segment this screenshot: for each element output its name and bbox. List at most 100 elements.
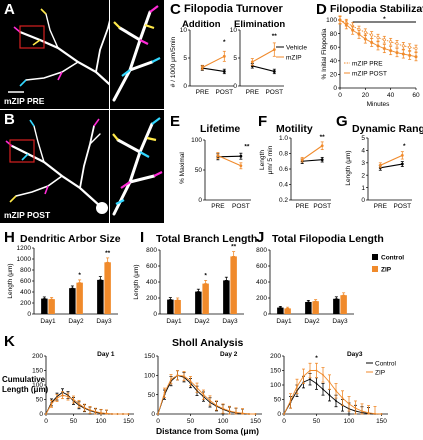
chart-k-1-line-0 <box>45 391 129 415</box>
chart-k-3-point-1-14 <box>374 412 376 415</box>
chart-k-2-point-1-2 <box>170 378 172 381</box>
chart-k-3-point-0-7 <box>328 394 331 397</box>
chart-f-ytick-label-4: 1.0 <box>279 135 288 142</box>
chart-d-point-1-2 <box>351 28 355 32</box>
chart-g-point-1-1 <box>400 153 404 157</box>
chart-c-elimination-ytick-label-0: 0 <box>233 83 237 90</box>
chart-i-star-1: * <box>204 272 207 279</box>
chart-k-legend-label-0: Control <box>375 361 397 368</box>
chart-k-1-point-1-12 <box>111 413 113 415</box>
chart-h-ylabel: Length (μm) <box>7 263 14 298</box>
chart-j-bar-0-2 <box>333 298 340 314</box>
chart-k-3-point-1-4 <box>309 369 311 372</box>
chart-k-2-xtick-label-0: 0 <box>156 418 160 425</box>
chart-c-elimination-xtick-label-0: PRE <box>246 89 260 96</box>
chart-k-2-ytick-label-2: 100 <box>144 373 155 380</box>
chart-k-3-point-0-4 <box>309 378 311 381</box>
panel-label-j: J <box>256 229 265 246</box>
chart-h-ytick-label-5: 1000 <box>17 256 32 263</box>
chart-j-bar-0-1 <box>305 302 312 314</box>
chart-k-2-ytick-label-3: 150 <box>144 353 155 360</box>
chart-k-1-point-1-5 <box>72 398 75 401</box>
chart-k-title: Sholl Analysis <box>172 337 244 349</box>
chart-k-2-point-1-0 <box>157 413 159 415</box>
chart-g-xtick-label-0: PRE <box>374 203 388 210</box>
chart-f-ylabel-line2: μm/ 5 min <box>267 145 274 174</box>
micrograph-post-label: mZIP POST <box>4 210 51 220</box>
chart-g-title: Dynamic Range <box>352 123 423 135</box>
chart-k-3-point-1-6 <box>322 373 324 376</box>
chart-k-1-ytick-label-1: 50 <box>36 397 44 404</box>
chart-c-addition-line-1 <box>202 55 225 69</box>
chart-i-bar-0-1 <box>195 291 202 314</box>
chart-g-ytick-label-0: 0 <box>361 197 365 204</box>
chart-i-star-2: ** <box>231 244 237 251</box>
chart-k-1-point-1-3 <box>61 394 64 397</box>
chart-h-bar-1-2 <box>104 262 111 314</box>
chart-k-3-xtick-label-3: 150 <box>376 418 387 425</box>
chart-j-title: Total Filopodia Length <box>272 233 384 245</box>
chart-d-ytick-label-2: 40 <box>330 58 338 65</box>
chart-h-ytick-label-6: 1200 <box>17 245 32 252</box>
neuron-post-drawing <box>5 118 108 214</box>
chart-j-ytick-label-0: 0 <box>263 311 267 318</box>
chart-d-point-1-6 <box>376 44 380 48</box>
chart-c-addition-point-0-1 <box>222 70 226 73</box>
chart-d-point-1-12 <box>414 55 418 59</box>
chart-k-2-point-1-5 <box>189 380 192 383</box>
chart-i-title: Total Branch Length <box>156 233 258 245</box>
chart-c-title: Filopodia Turnover <box>184 3 283 15</box>
chart-k-1-point-1-14 <box>122 413 124 415</box>
chart-g-line-1 <box>380 154 403 166</box>
chart-d-point-1-8 <box>389 49 393 53</box>
chart-k-3-point-1-9 <box>341 397 344 399</box>
chart-d-ylabel: % Initial Filopodia <box>321 28 328 79</box>
chart-i-bar-1-0 <box>174 300 181 314</box>
chart-j-xtick-label-0: Day1 <box>276 318 292 325</box>
panel-label-h: H <box>4 229 15 246</box>
chart-f-point-1-0 <box>300 158 304 162</box>
chart-d-legend-label-0: mZIP PRE <box>352 61 383 68</box>
chart-k-1-ytick-label-4: 200 <box>32 353 43 360</box>
chart-h-xtick-label-2: Day3 <box>96 318 112 325</box>
chart-k-2-ytick-label-0: 0 <box>151 411 155 418</box>
chart-k-3-point-1-5 <box>315 369 318 372</box>
chart-c-addition-point-1-0 <box>200 66 204 69</box>
chart-f-line-1 <box>301 145 323 161</box>
chart-k-3-point-1-10 <box>348 402 350 405</box>
chart-f-star: ** <box>320 134 326 141</box>
chart-c-elimination-point-1-1 <box>272 48 276 51</box>
neuron-post-zoom-drawing <box>112 117 163 216</box>
chart-k-3-line-0 <box>283 378 382 415</box>
chart-i-ytick-label-2: 400 <box>146 279 157 286</box>
chart-h-star-2: ** <box>105 250 111 257</box>
chart-k-2-title: Day 2 <box>220 351 238 358</box>
chart-e-star: ** <box>244 143 250 150</box>
chart-k-2-line-1 <box>157 374 256 415</box>
chart-e-xtick-label-0: PRE <box>211 203 225 210</box>
chart-j-legend-swatch-1 <box>372 266 378 272</box>
chart-d-xlabel: Minutes <box>367 101 391 108</box>
chart-d-point-0-9 <box>395 42 399 46</box>
chart-k-2-line-0 <box>157 374 256 415</box>
chart-j-xtick-label-1: Day2 <box>304 318 320 325</box>
chart-j-legend-label-0: Control <box>381 255 404 262</box>
chart-c-legend-label-1: mZIP <box>286 55 302 62</box>
chart-k-3-ytick-label-2: 100 <box>270 382 281 389</box>
chart-k-1-point-1-15 <box>127 413 130 415</box>
chart-i-bar-0-2 <box>223 280 230 314</box>
chart-d-ytick-label-0: 0 <box>333 85 337 92</box>
chart-e-line-1 <box>217 155 242 167</box>
chart-j-ytick-label-3: 600 <box>256 263 267 270</box>
chart-e-point-1-0 <box>216 154 220 158</box>
chart-c-addition-star: * <box>223 39 226 46</box>
chart-d-point-0-12 <box>414 47 418 51</box>
chart-k-2-point-1-8 <box>209 399 211 402</box>
chart-h-bar-0-2 <box>97 279 104 314</box>
chart-g-ytick-label-2: 2 <box>361 172 365 179</box>
chart-h-ytick-label-2: 400 <box>20 289 31 296</box>
chart-k-3-xtick-label-0: 0 <box>282 418 286 425</box>
panel-label-c: C <box>170 1 181 18</box>
chart-d-point-0-10 <box>401 44 405 48</box>
chart-k-2-point-1-11 <box>228 410 231 412</box>
